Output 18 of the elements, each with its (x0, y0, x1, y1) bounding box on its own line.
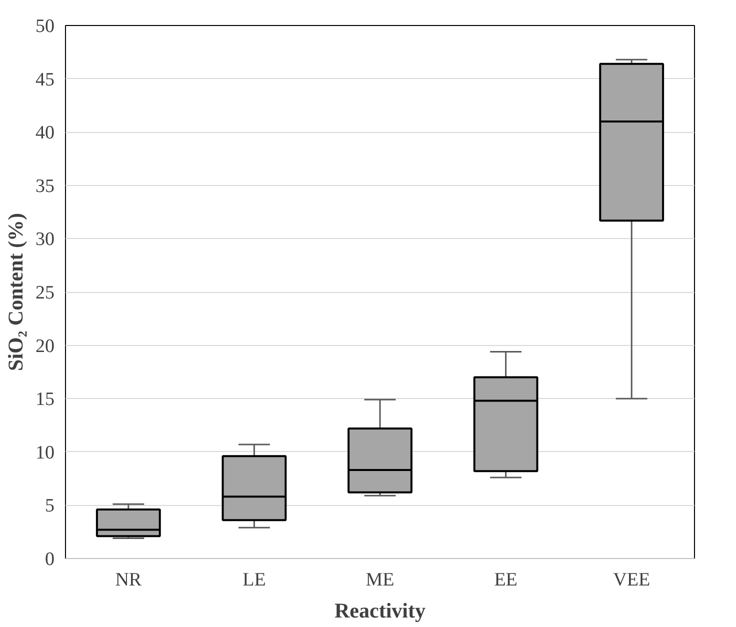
x-tick-label: VEE (613, 570, 650, 590)
x-tick-label: LE (242, 570, 266, 590)
y-tick-label: 35 (36, 176, 54, 197)
y-tick-label: 30 (36, 229, 54, 250)
x-tick-label: NR (115, 570, 142, 590)
y-tick-label: 40 (36, 122, 54, 144)
y-tick-label: 25 (36, 282, 54, 304)
x-axis-title: Reactivity (334, 598, 426, 622)
y-tick-label: 0 (45, 549, 54, 570)
y-tick-label: 5 (45, 496, 54, 517)
y-tick-label: 15 (36, 389, 54, 410)
x-tick-label: ME (366, 570, 394, 590)
x-tick-label: EE (494, 570, 518, 590)
y-axis-title: SiO₂ Content (%) (4, 213, 28, 371)
y-tick-label: 50 (36, 16, 54, 37)
y-tick-label: 10 (36, 442, 54, 464)
y-tick-label: 20 (36, 336, 54, 357)
y-tick-label: 45 (36, 69, 54, 90)
